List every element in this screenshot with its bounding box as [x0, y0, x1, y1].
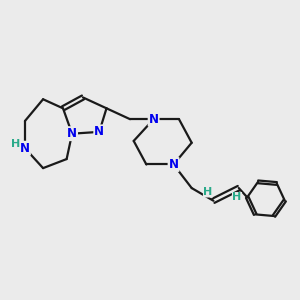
Text: H: H — [11, 139, 20, 149]
Text: N: N — [148, 113, 159, 126]
Text: N: N — [169, 158, 178, 171]
Text: H: H — [203, 187, 213, 197]
Text: N: N — [67, 127, 77, 140]
Text: N: N — [94, 125, 104, 138]
Text: N: N — [20, 142, 30, 155]
Text: H: H — [232, 193, 242, 202]
